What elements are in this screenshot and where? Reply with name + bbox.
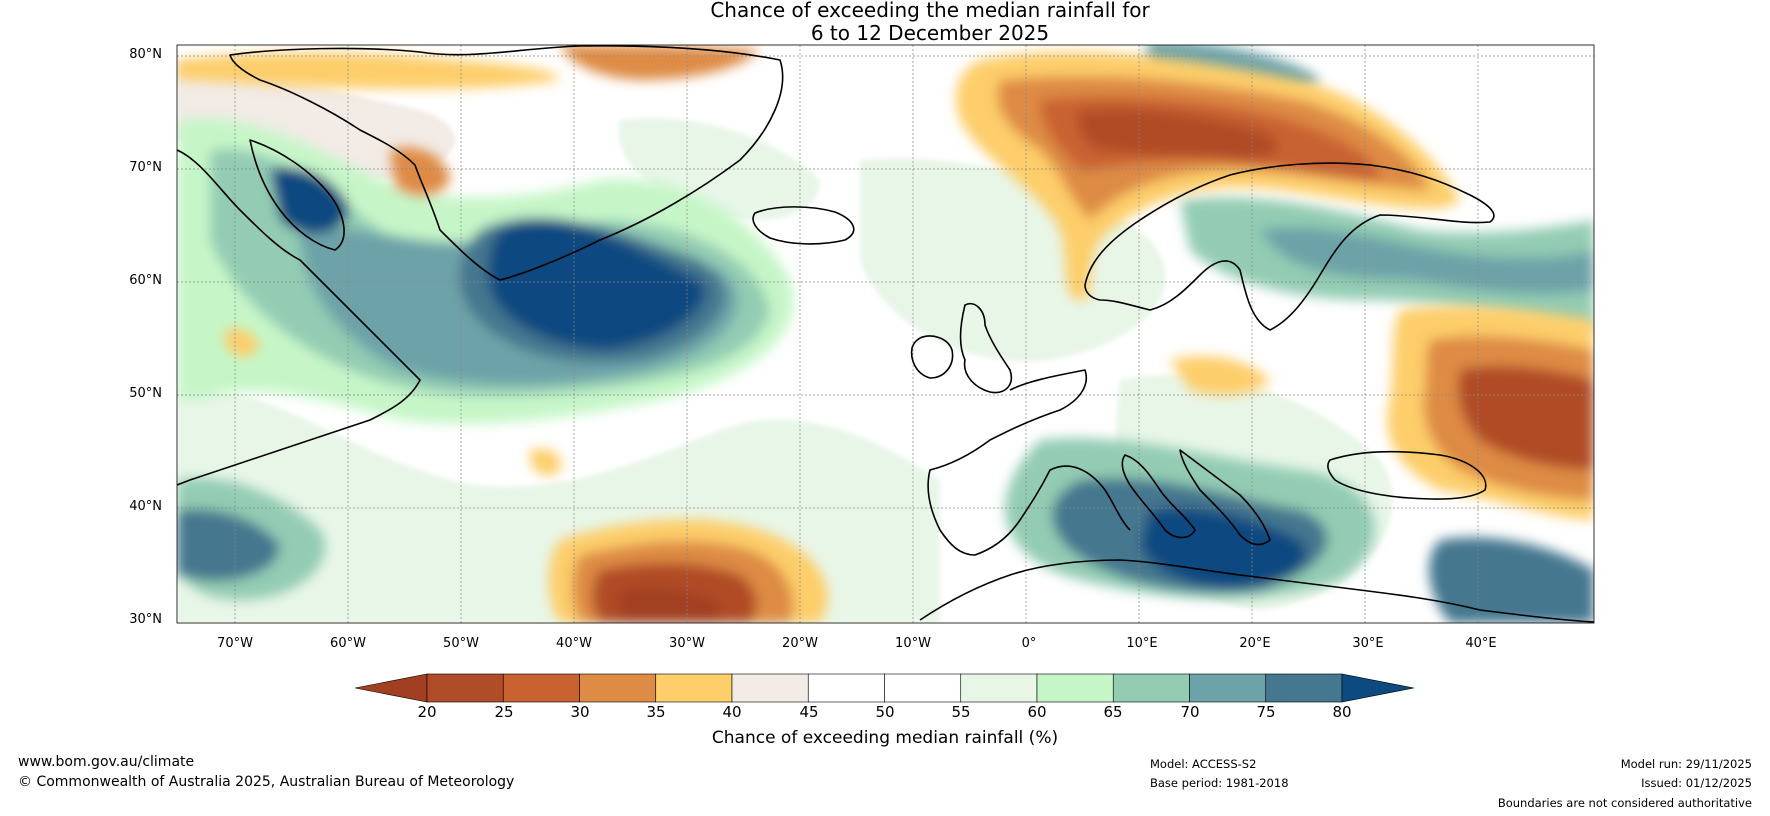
colorbar-tick-60: 60 — [1027, 703, 1047, 721]
colorbar-tick-65: 65 — [1103, 703, 1123, 721]
boundaries-disclaimer: Boundaries are not considered authoritat… — [1497, 796, 1752, 810]
italy-coast — [1121, 454, 1196, 539]
scandinavia-coast — [1084, 162, 1495, 331]
website-link[interactable]: www.bom.gov.au/climate — [18, 754, 195, 770]
lon-label-20w: 20°W — [782, 636, 818, 651]
lon-label-60w: 60°W — [330, 636, 366, 651]
model-run-date: Model run: 29/11/2025 — [1620, 757, 1752, 771]
colorbar-tick-25: 25 — [494, 703, 514, 721]
colorbar-tick-50: 50 — [875, 703, 895, 721]
canada-coast — [177, 149, 421, 486]
colorbar-extend-low — [354, 673, 428, 703]
lat-label-50n: 50°N — [129, 386, 162, 401]
greenland-coast — [229, 45, 784, 281]
lon-label-10w: 10°W — [895, 636, 931, 651]
lon-label-40w: 40°W — [556, 636, 592, 651]
baffin-island-coast — [249, 139, 345, 251]
lat-label-40n: 40°N — [129, 499, 162, 514]
colorbar-segment-40-45 — [731, 673, 809, 703]
lon-label-0: 0° — [1021, 636, 1037, 651]
lat-label-80n: 80°N — [129, 47, 162, 62]
lon-label-30w: 30°W — [669, 636, 705, 651]
colorbar-label: Chance of exceeding median rainfall (%) — [711, 728, 1059, 748]
lon-label-50w: 50°W — [443, 636, 479, 651]
colorbar-tick-75: 75 — [1256, 703, 1276, 721]
colorbar-tick-45: 45 — [799, 703, 819, 721]
colorbar-tick-20: 20 — [417, 703, 437, 721]
coastlines — [177, 45, 1594, 623]
colorbar-segment-55-60 — [960, 673, 1038, 703]
ireland-coast — [910, 335, 954, 379]
colorbar-segment-60-65 — [1036, 673, 1114, 703]
great-britain-coast — [959, 303, 1012, 394]
lon-label-40e: 40°E — [1465, 636, 1497, 651]
lon-label-20e: 20°E — [1239, 636, 1271, 651]
colorbar-segment-45-50 — [807, 673, 885, 703]
colorbar-tick-55: 55 — [951, 703, 971, 721]
rainfall-field-wet — [177, 45, 1594, 623]
map-frame — [176, 44, 1595, 624]
colorbar-segment-70-75 — [1189, 673, 1267, 703]
lon-label-10e: 10°E — [1126, 636, 1158, 651]
colorbar-tick-70: 70 — [1180, 703, 1200, 721]
colorbar-tick-40: 40 — [722, 703, 742, 721]
lon-label-30e: 30°E — [1352, 636, 1384, 651]
colorbar-segment-20-25 — [426, 673, 504, 703]
issued-date: Issued: 01/12/2025 — [1641, 776, 1752, 790]
colorbar-tick-80: 80 — [1332, 703, 1352, 721]
map-title-line-2: 6 to 12 December 2025 — [810, 21, 1050, 45]
north-africa-coast — [919, 559, 1594, 623]
black-sea-coast — [1327, 450, 1487, 500]
lat-label-30n: 30°N — [129, 612, 162, 627]
colorbar-segment-50-55 — [884, 673, 962, 703]
colorbar-segment-75-80 — [1265, 673, 1343, 703]
map-title-line-1: Chance of exceeding the median rainfall … — [710, 0, 1150, 22]
colorbar-tick-35: 35 — [646, 703, 666, 721]
base-period: Base period: 1981-2018 — [1150, 776, 1289, 790]
iceland-coast — [752, 206, 855, 245]
balkans-greece-coast — [1179, 449, 1271, 546]
map-graticule — [177, 45, 1594, 623]
colorbar-segment-25-30 — [502, 673, 580, 703]
colorbar-extend-high — [1341, 673, 1415, 703]
lat-label-70n: 70°N — [129, 160, 162, 175]
copyright-text: © Commonwealth of Australia 2025, Austra… — [18, 774, 515, 790]
lon-label-70w: 70°W — [217, 636, 253, 651]
model-name: Model: ACCESS-S2 — [1150, 757, 1257, 771]
rainfall-field-dry — [177, 45, 1594, 623]
colorbar-segment-35-40 — [655, 673, 733, 703]
colorbar-segment-30-35 — [579, 673, 657, 703]
colorbar-tick-30: 30 — [570, 703, 590, 721]
lat-label-60n: 60°N — [129, 273, 162, 288]
colorbar-segment-65-70 — [1112, 673, 1190, 703]
europe-west-coast — [927, 369, 1131, 556]
